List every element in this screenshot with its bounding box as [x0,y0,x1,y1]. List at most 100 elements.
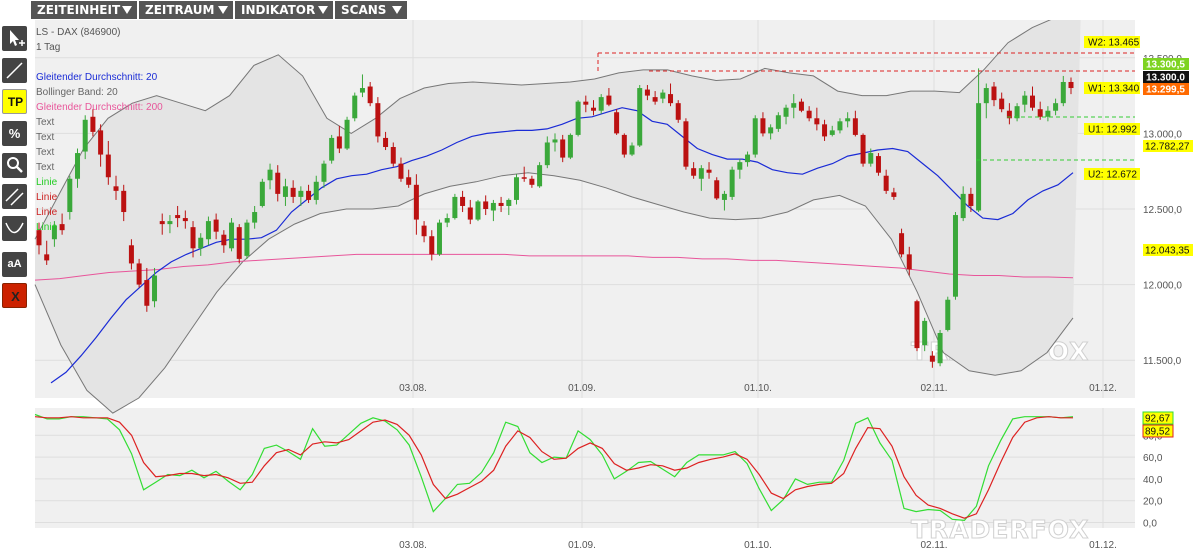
candle [752,115,758,158]
percent-tool-button[interactable]: % [2,121,27,146]
candle [182,210,188,229]
candle [952,212,958,300]
date-tick-label: 03.08. [399,383,427,394]
candle-body [614,112,620,134]
candle-body [1022,95,1028,105]
candle-body [706,169,712,173]
candle-body [113,186,119,191]
candle-body [152,275,158,302]
annotation-u1[interactable]: U1: 12.992 [1084,123,1140,136]
candle [675,100,681,123]
legend-item[interactable]: Linie [36,222,58,233]
legend-item[interactable]: Text [36,147,55,158]
candle-body [136,263,142,285]
candle [221,230,227,253]
candle-body [290,187,296,197]
legend-item[interactable]: Linie [36,207,58,218]
candle-body [460,196,466,206]
arc-tool-button[interactable] [2,216,27,241]
candle-body [344,119,350,149]
candle-body [105,154,111,178]
osc-tick-label: 20,0 [1143,497,1163,508]
ma20-line [50,107,1074,384]
chart-area[interactable]: TRADERFOX TRADERFOX 13.500,013.000,012.5… [31,20,1195,553]
tp-tool-button[interactable]: TP [2,89,27,114]
menu-scans[interactable]: SCANS [335,1,407,19]
menu-zeitraum[interactable]: ZEITRAUM [139,1,233,19]
candle [398,157,404,182]
candle-body [629,145,635,155]
candle-body [914,301,920,349]
candle [606,88,612,107]
candle-body [537,165,543,187]
price-tick-label: 12.000,0 [1143,281,1182,292]
legend-item[interactable]: Bollinger Band: 20 [36,87,118,98]
legend-item[interactable]: Gleitender Durchschnitt: 20 [36,72,158,83]
candle-body [398,163,404,179]
oscillator-panel[interactable] [35,408,1135,528]
candle [421,221,427,243]
candle-body [51,225,57,240]
candle-body [498,202,504,206]
candle [490,199,496,222]
candle-body [822,124,828,137]
annotation-w2[interactable]: W2: 13.465 [1084,36,1140,49]
candle-body [452,196,458,219]
candle [513,174,519,205]
candle-body [829,130,835,135]
candle [128,239,134,270]
legend-item[interactable]: Text [36,162,55,173]
trendline-tool-button[interactable] [2,58,27,83]
date-tick-label: 03.08. [399,540,427,551]
cursor-tool-button[interactable] [2,26,27,51]
candle [560,134,566,163]
legend-item[interactable]: Linie [36,192,58,203]
cursor-plus-icon [10,30,25,46]
candlesticks [36,68,1074,368]
menu-indikator[interactable]: INDIKATOR [235,1,333,19]
annotation-w1[interactable]: W1: 13.340 [1084,82,1140,95]
candle [190,221,196,258]
candle [891,187,897,200]
legend-item[interactable]: Text [36,117,55,128]
candle-body [198,237,204,249]
candle-body [513,177,519,200]
price-tag-bb-lower-label: 12.782,27 [1145,142,1190,153]
candle [144,267,150,312]
candle [852,110,858,137]
osc-tick-label: 60,0 [1143,453,1163,464]
date-tick-label: 01.12. [1089,540,1117,551]
candle [75,148,81,188]
candle-body [413,184,419,220]
delete-tool-button[interactable]: X [2,283,27,308]
ma200-line [34,253,1074,281]
support-resistance-lines [597,52,1135,161]
candle-body [59,224,65,231]
candle-body [544,142,550,166]
candle-body [298,190,304,197]
price-tag-last: 13.300,0 [1143,71,1189,84]
zoom-tool-button[interactable] [2,153,27,178]
osc-tag-d: 89,52 [1142,424,1174,438]
candle-body [906,254,912,270]
text-size-tool-button[interactable]: aA [2,252,27,277]
price-tick-label: 12.500,0 [1143,205,1182,216]
legend-item[interactable]: Linie [36,177,58,188]
legend-item[interactable]: Text [36,132,55,143]
candle-body [359,88,365,93]
legend-item[interactable]: Gleitender Durchschnitt: 200 [36,102,163,113]
candle-body [814,118,820,125]
price-tag-high-label: 13.300,5 [1146,60,1185,71]
annotation-u2[interactable]: U2: 12.672 [1084,168,1140,181]
candle-body [883,175,889,191]
menu-zeiteinheit[interactable]: ZEITEINHEIT [31,1,137,19]
candle [868,148,874,167]
candle-body [406,177,412,185]
legend: LS - DAX (846900) 1 Tag Gleitender Durch… [36,27,163,233]
candle [198,233,204,256]
candle-body [1029,95,1035,108]
candle-body [606,95,612,105]
parallel-lines-tool-button[interactable] [2,184,27,209]
candle-body [644,89,650,96]
candle [652,91,658,105]
